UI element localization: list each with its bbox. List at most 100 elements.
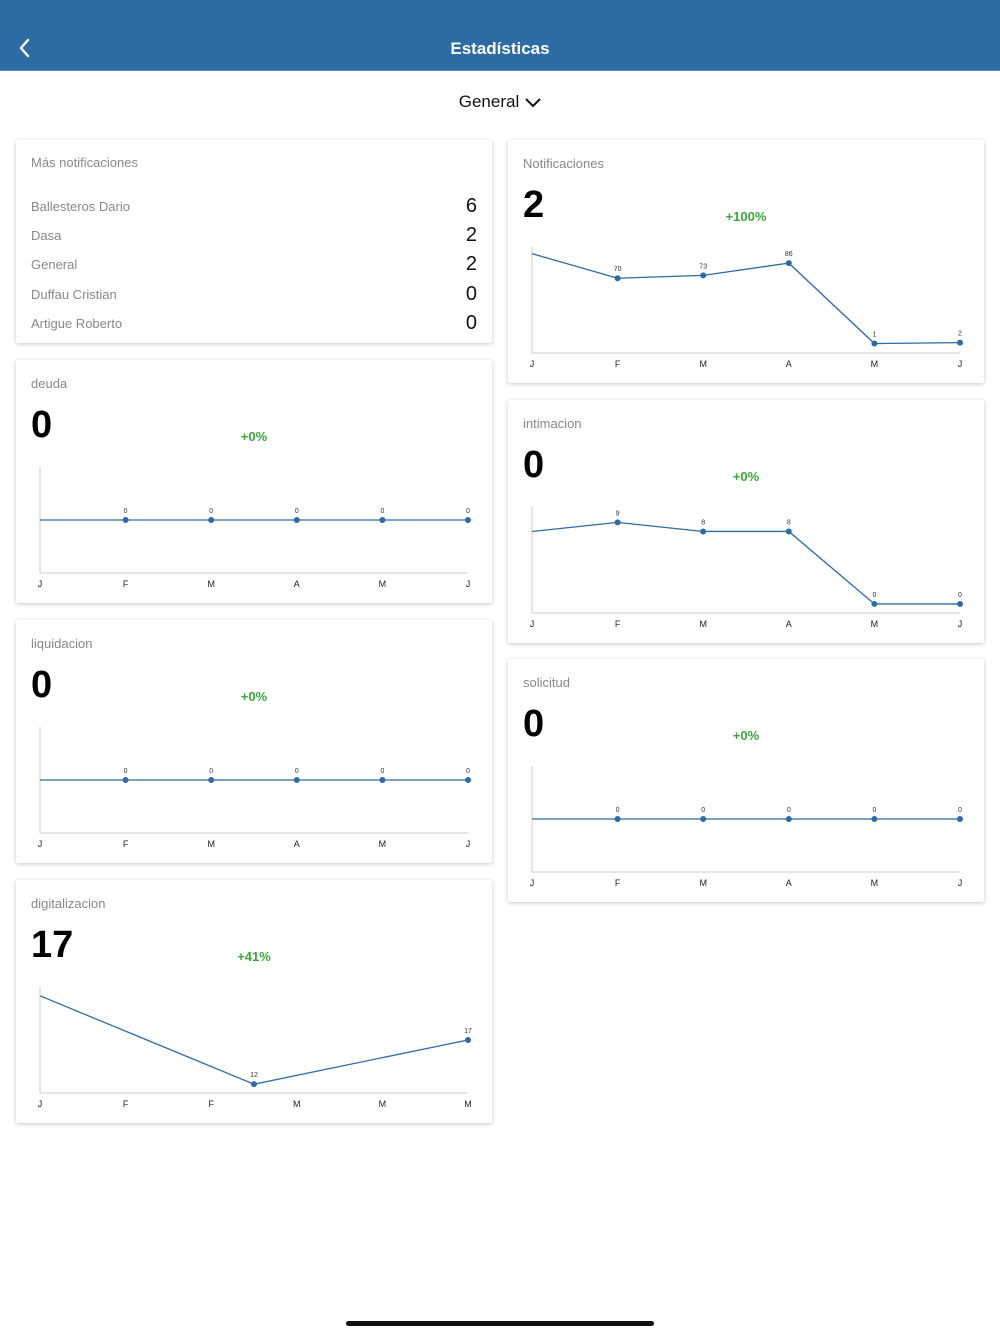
data-point bbox=[871, 340, 878, 347]
total-value: 0 bbox=[31, 404, 53, 446]
x-tick-label: A bbox=[786, 359, 792, 369]
data-label: 0 bbox=[295, 508, 299, 515]
data-label: 0 bbox=[466, 768, 470, 775]
card-title: intimacion bbox=[523, 416, 582, 431]
x-tick-label: J bbox=[958, 359, 963, 369]
data-label: 0 bbox=[872, 592, 876, 599]
data-point bbox=[700, 272, 707, 279]
x-tick-label: A bbox=[786, 878, 792, 888]
home-indicator bbox=[346, 1321, 654, 1326]
data-label: 70 bbox=[614, 266, 622, 273]
data-point bbox=[957, 816, 963, 822]
data-label: 8 bbox=[787, 519, 791, 526]
card-title: deuda bbox=[31, 376, 68, 391]
x-tick-label: M bbox=[871, 878, 879, 888]
x-tick-label: J bbox=[958, 878, 963, 888]
chevron-down-icon bbox=[525, 97, 541, 107]
data-point bbox=[293, 777, 300, 783]
data-label: 0 bbox=[380, 508, 384, 515]
list-item[interactable]: Dasa 2 bbox=[31, 224, 477, 250]
data-point bbox=[957, 339, 963, 346]
data-point bbox=[465, 517, 471, 523]
x-tick-label: M bbox=[871, 619, 879, 629]
data-label: 86 bbox=[785, 251, 793, 258]
data-point bbox=[251, 1081, 257, 1088]
x-tick-label: M bbox=[699, 878, 707, 888]
data-point bbox=[957, 600, 963, 607]
list-item[interactable]: General 2 bbox=[31, 253, 477, 279]
data-label: 0 bbox=[872, 807, 876, 814]
x-tick-label: A bbox=[294, 839, 300, 849]
x-tick-label: M bbox=[207, 579, 215, 589]
x-tick-label: J bbox=[530, 619, 535, 629]
top-notifications-card: Más notificaciones Ballesteros Dario 6 Das… bbox=[16, 140, 492, 343]
data-point bbox=[379, 517, 386, 523]
card-title: Notificaciones bbox=[523, 156, 604, 171]
data-point bbox=[122, 517, 129, 523]
x-tick-label: J bbox=[530, 359, 535, 369]
x-tick-label: J bbox=[958, 619, 963, 629]
data-label: 0 bbox=[958, 807, 962, 814]
list-item-name: Duffau Cristian bbox=[31, 286, 117, 302]
line-chart: J F M A M J 0 0 0 0 0 bbox=[38, 467, 471, 589]
x-tick-label: M bbox=[379, 579, 387, 589]
change-percent: +0% bbox=[240, 689, 268, 704]
chevron-left-icon bbox=[19, 38, 30, 58]
list-item-count: 6 bbox=[465, 195, 477, 217]
intimacion-card: intimacion 0 +0% J F M A M J 9 8 8 0 0 bbox=[508, 400, 984, 643]
x-tick-label: J bbox=[38, 579, 43, 589]
group-selector[interactable]: General bbox=[0, 92, 1000, 112]
list-item[interactable]: Artigue Roberto 0 bbox=[31, 312, 477, 338]
total-value: 0 bbox=[523, 703, 545, 745]
data-point bbox=[700, 816, 707, 822]
total-value: 0 bbox=[523, 444, 545, 486]
data-point bbox=[465, 777, 471, 783]
change-percent: +0% bbox=[732, 728, 760, 743]
deuda-card: deuda 0 +0% J F M A M J 0 0 0 0 0 bbox=[16, 360, 492, 603]
data-label: 73 bbox=[699, 263, 707, 270]
data-point bbox=[614, 275, 621, 282]
notificaciones-card: Notificaciones 2 +100% J F M A M J 70 73 86 1 2 bbox=[508, 140, 984, 383]
line-chart: J F M A M J 70 73 86 1 2 bbox=[530, 247, 963, 369]
change-percent: +41% bbox=[237, 949, 271, 964]
digitalizacion-card: digitalizacion 17 +41% J F F M M M 12 17 bbox=[16, 880, 492, 1123]
x-tick-label: F bbox=[615, 619, 621, 629]
data-point bbox=[293, 517, 300, 523]
list-item-count: 0 bbox=[465, 282, 477, 305]
x-tick-label: M bbox=[464, 1099, 472, 1109]
data-point bbox=[208, 777, 215, 783]
data-label: 0 bbox=[958, 592, 962, 599]
data-label: 2 bbox=[958, 331, 962, 338]
x-tick-label: M bbox=[379, 1099, 387, 1109]
data-point bbox=[122, 777, 129, 783]
x-tick-label: M bbox=[207, 839, 215, 849]
x-tick-label: F bbox=[615, 359, 621, 369]
series-line bbox=[531, 253, 961, 345]
data-label: 0 bbox=[124, 508, 128, 515]
list-item[interactable]: Duffau Cristian 0 bbox=[31, 283, 477, 309]
data-label: 0 bbox=[295, 768, 299, 775]
data-point bbox=[700, 528, 707, 535]
data-point bbox=[208, 517, 215, 523]
data-label: 12 bbox=[250, 1072, 258, 1079]
x-tick-label: J bbox=[530, 878, 535, 888]
total-value: 0 bbox=[31, 664, 53, 706]
list-item-count: 0 bbox=[465, 311, 477, 334]
x-tick-label: A bbox=[294, 579, 300, 589]
x-tick-label: F bbox=[123, 839, 129, 849]
data-point bbox=[785, 816, 792, 822]
x-tick-label: J bbox=[38, 1099, 43, 1109]
x-tick-label: F bbox=[615, 878, 621, 888]
x-tick-label: M bbox=[871, 359, 879, 369]
line-chart: J F F M M M 12 17 bbox=[38, 987, 472, 1109]
data-point bbox=[785, 260, 792, 267]
change-percent: +0% bbox=[732, 469, 760, 484]
list-item[interactable]: Ballesteros Dario 6 bbox=[31, 195, 477, 221]
series-line bbox=[531, 521, 960, 605]
total-value: 2 bbox=[523, 184, 545, 226]
back-button[interactable] bbox=[16, 36, 36, 60]
card-title: Más notificaciones bbox=[31, 155, 138, 170]
data-label: 0 bbox=[209, 768, 213, 775]
page-title: Estadísticas bbox=[450, 39, 550, 58]
data-point bbox=[871, 600, 878, 607]
